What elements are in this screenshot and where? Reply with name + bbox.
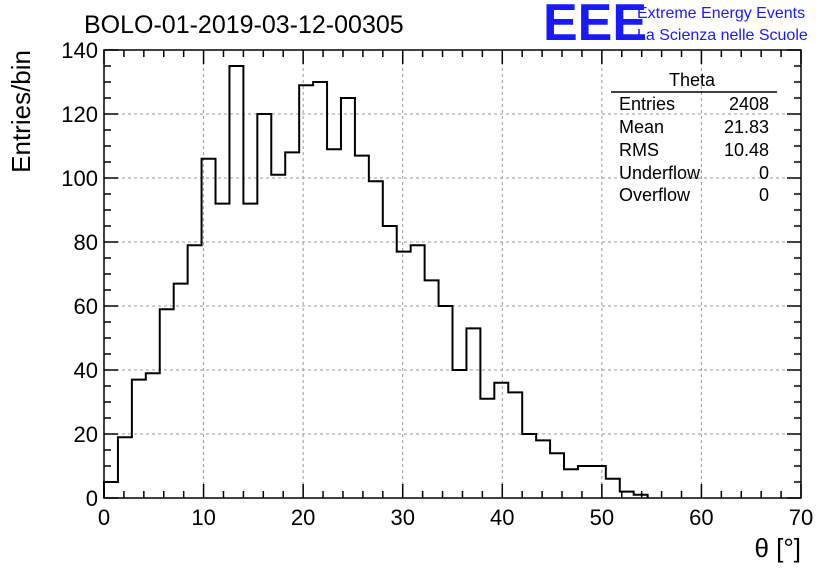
stats-value-overflow: 0 bbox=[759, 185, 769, 205]
y-tick-labels: 0 20 40 60 80 100 120 140 bbox=[61, 38, 98, 511]
x-tick-label: 0 bbox=[98, 505, 110, 530]
stats-label-overflow: Overflow bbox=[619, 185, 691, 205]
logo-line-1: Extreme Energy Events bbox=[637, 5, 805, 22]
x-tick-label: 50 bbox=[590, 505, 614, 530]
x-tick-label: 70 bbox=[789, 505, 813, 530]
y-axis-title: Entries/bin bbox=[6, 50, 36, 173]
x-tick-label: 30 bbox=[390, 505, 414, 530]
stats-label-mean: Mean bbox=[619, 117, 664, 137]
x-tick-label: 20 bbox=[291, 505, 315, 530]
x-tick-label: 10 bbox=[191, 505, 215, 530]
y-tick-label: 80 bbox=[74, 230, 98, 255]
x-axis-title: θ [°] bbox=[754, 533, 801, 563]
y-tick-label: 100 bbox=[61, 166, 98, 191]
x-tick-labels: 0 10 20 30 40 50 60 70 bbox=[98, 505, 813, 530]
grid bbox=[104, 50, 801, 498]
histogram-line bbox=[103, 65, 649, 498]
logo-mark: EEE bbox=[543, 0, 647, 52]
x-tick-label: 40 bbox=[490, 505, 514, 530]
logo-line-2: La Scienza nelle Scuole bbox=[637, 27, 808, 44]
stats-value-mean: 21.83 bbox=[724, 117, 769, 137]
y-tick-label: 60 bbox=[74, 294, 98, 319]
logo: EEE Extreme Energy Events La Scienza nel… bbox=[543, 0, 808, 52]
y-tick-label: 140 bbox=[61, 38, 98, 63]
y-tick-label: 120 bbox=[61, 102, 98, 127]
y-tick-label: 20 bbox=[74, 422, 98, 447]
axis-ticks bbox=[103, 49, 802, 499]
x-tick-label: 60 bbox=[689, 505, 713, 530]
stats-label-underflow: Underflow bbox=[619, 163, 701, 183]
stats-value-entries: 2408 bbox=[729, 94, 769, 114]
stats-title: Theta bbox=[669, 70, 716, 90]
stats-label-rms: RMS bbox=[619, 140, 659, 160]
stats-value-underflow: 0 bbox=[759, 163, 769, 183]
y-tick-label: 0 bbox=[86, 486, 98, 511]
plot-frame bbox=[103, 49, 802, 499]
y-tick-label: 40 bbox=[74, 358, 98, 383]
stats-box: Theta Entries 2408 Mean 21.83 RMS 10.48 … bbox=[611, 70, 777, 205]
chart-title: BOLO-01-2019-03-12-00305 bbox=[84, 11, 404, 39]
stats-value-rms: 10.48 bbox=[724, 140, 769, 160]
stats-label-entries: Entries bbox=[619, 94, 675, 114]
